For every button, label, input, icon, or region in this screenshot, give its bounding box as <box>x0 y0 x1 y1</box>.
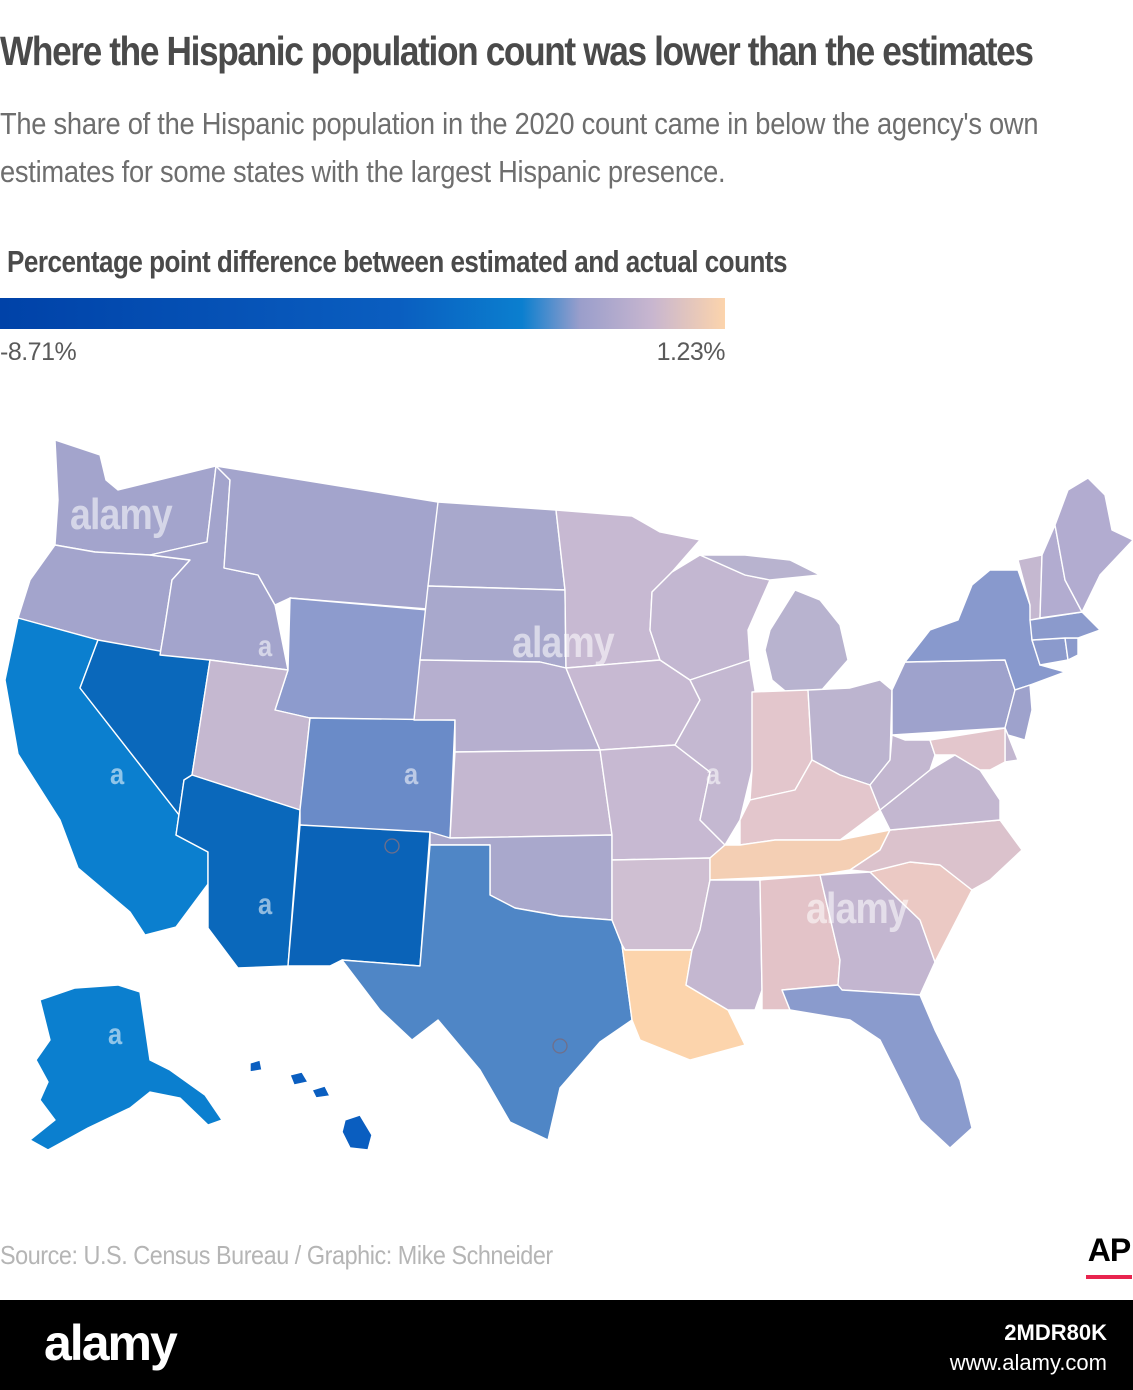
footer-image-id: 2MDR80K <box>1004 1320 1107 1345</box>
state-RI <box>1064 637 1079 661</box>
us-choropleth-map <box>4 439 1133 1151</box>
state-AK <box>29 984 223 1151</box>
state-VT <box>1017 554 1043 621</box>
state-NC <box>849 819 1023 891</box>
state-MS <box>685 879 763 1011</box>
footer-url: www.alamy.com <box>949 1350 1107 1375</box>
legend-max-label: 1.23% <box>656 338 726 366</box>
footer-logo: alamy <box>44 1315 178 1371</box>
state-CO <box>299 717 456 839</box>
chart-title: Where the Hispanic population count was … <box>0 28 1034 74</box>
state-HI <box>249 1059 373 1151</box>
state-PA <box>891 659 1016 736</box>
ap-logo: AP <box>1087 1232 1131 1268</box>
state-MI <box>699 554 849 696</box>
legend-color-scale <box>0 298 725 329</box>
ap-logo-underline <box>1086 1275 1132 1279</box>
state-WY <box>274 597 429 721</box>
state-MD <box>929 727 1006 771</box>
state-ME <box>1054 477 1133 613</box>
state-AR <box>611 857 711 951</box>
state-WA <box>54 439 217 556</box>
state-FL <box>781 984 973 1149</box>
state-NM <box>287 824 431 967</box>
state-SD <box>419 585 567 669</box>
city-marker-albuquerque <box>384 838 400 854</box>
legend-title: Percentage point difference between esti… <box>7 244 788 279</box>
state-ND <box>427 501 566 591</box>
city-marker-houston <box>552 1038 568 1054</box>
chart-subtitle: The share of the Hispanic population in … <box>0 106 1039 189</box>
state-WI <box>649 554 771 681</box>
footer-bar: alamy 2MDR80K www.alamy.com <box>0 1300 1133 1390</box>
state-KS <box>449 749 613 839</box>
state-TX <box>341 844 633 1141</box>
source-credit: Source: U.S. Census Bureau / Graphic: Mi… <box>0 1240 553 1270</box>
legend-min-label: -8.71% <box>0 338 77 366</box>
